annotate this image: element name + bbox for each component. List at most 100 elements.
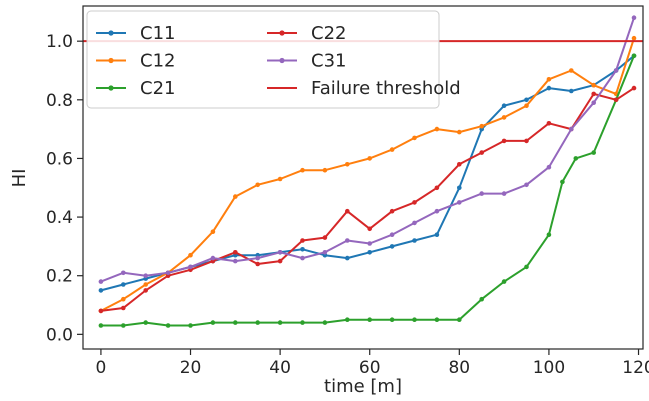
data-point: [165, 323, 171, 328]
data-point: [345, 238, 350, 243]
data-point: [501, 103, 507, 108]
legend-marker: [279, 30, 285, 36]
data-point: [524, 97, 529, 103]
y-tick-label: 1.0: [46, 32, 73, 52]
legend-label: C11: [140, 23, 175, 44]
data-point: [389, 232, 395, 237]
data-point: [188, 252, 193, 258]
data-point: [277, 258, 283, 264]
data-point: [591, 82, 596, 88]
data-point: [322, 235, 328, 240]
legend-entry-c21: C21: [96, 78, 175, 99]
data-point: [367, 241, 373, 246]
legend-label: C22: [311, 23, 346, 44]
data-point: [569, 126, 574, 132]
legend-entry-failure-threshold: Failure threshold: [267, 78, 461, 99]
data-point: [300, 255, 305, 261]
data-point: [412, 200, 417, 205]
data-point: [277, 176, 283, 182]
data-point: [412, 317, 417, 323]
legend-label: C21: [140, 78, 175, 99]
x-axis-label: time [m]: [324, 376, 402, 397]
data-point: [233, 194, 238, 199]
data-point: [560, 179, 565, 185]
data-point: [524, 182, 529, 188]
data-point: [322, 320, 328, 325]
legend-entry-c11: C11: [96, 23, 175, 44]
legend: C11 C12 C21 C22 C31 Failure threshold: [86, 10, 461, 109]
data-point: [367, 317, 373, 323]
data-point: [121, 270, 126, 276]
x-tick-label: 80: [448, 358, 470, 378]
data-point: [434, 208, 440, 214]
data-point: [165, 270, 171, 276]
data-point: [322, 250, 328, 255]
x-tick-label: 0: [96, 358, 107, 378]
legend-marker: [279, 57, 285, 64]
data-point: [98, 308, 104, 314]
data-point: [300, 167, 305, 173]
data-point: [121, 323, 126, 328]
data-point: [479, 296, 485, 302]
data-point: [389, 244, 395, 249]
data-point: [345, 317, 350, 323]
data-point: [255, 182, 260, 188]
y-axis-label: HI: [9, 169, 30, 188]
data-point: [613, 97, 619, 103]
data-point: [457, 185, 462, 191]
data-point: [613, 68, 619, 73]
legend-marker: [108, 30, 114, 36]
data-point: [434, 317, 440, 323]
data-point: [501, 115, 507, 120]
data-point: [188, 264, 193, 270]
data-point: [546, 164, 552, 170]
data-point: [546, 77, 552, 82]
data-point: [345, 255, 350, 261]
data-point: [457, 129, 462, 135]
data-point: [389, 208, 395, 214]
data-point: [591, 100, 596, 105]
data-point: [546, 121, 552, 126]
data-point: [479, 150, 485, 155]
data-point: [143, 320, 148, 325]
data-point: [233, 250, 238, 255]
data-point: [631, 85, 637, 91]
data-point: [479, 123, 485, 129]
data-point: [233, 320, 238, 325]
data-point: [322, 167, 328, 173]
data-point: [277, 250, 283, 255]
data-point: [255, 255, 260, 261]
data-point: [573, 156, 579, 161]
data-point: [434, 185, 440, 191]
data-point: [277, 320, 283, 325]
data-point: [345, 162, 350, 167]
legend-marker: [108, 57, 114, 64]
legend-entry-c22: C22: [267, 23, 346, 44]
data-point: [345, 208, 350, 214]
data-point: [143, 273, 148, 279]
data-point: [479, 191, 485, 196]
data-point: [524, 103, 529, 108]
y-axis: 0.0 0.2 0.4 0.6 0.8 1.0: [46, 32, 83, 345]
data-point: [98, 279, 104, 284]
data-point: [457, 317, 462, 323]
legend-entry-c31: C31: [267, 51, 346, 72]
x-axis: 0 20 40 60 80 100 120: [96, 349, 649, 378]
data-point: [501, 279, 507, 284]
data-point: [389, 317, 395, 323]
series-c22: [98, 85, 637, 314]
data-point: [233, 258, 238, 264]
data-point: [591, 150, 596, 155]
data-point: [367, 250, 373, 255]
data-point: [591, 91, 596, 97]
data-point: [434, 126, 440, 132]
plot-frame: [82, 5, 644, 350]
x-tick-label: 100: [533, 358, 565, 378]
legend-label: Failure threshold: [311, 78, 461, 99]
data-point: [569, 88, 574, 94]
x-tick-label: 120: [622, 358, 649, 378]
series-line-c22: [100, 87, 635, 312]
data-point: [631, 35, 637, 41]
data-point: [300, 320, 305, 325]
